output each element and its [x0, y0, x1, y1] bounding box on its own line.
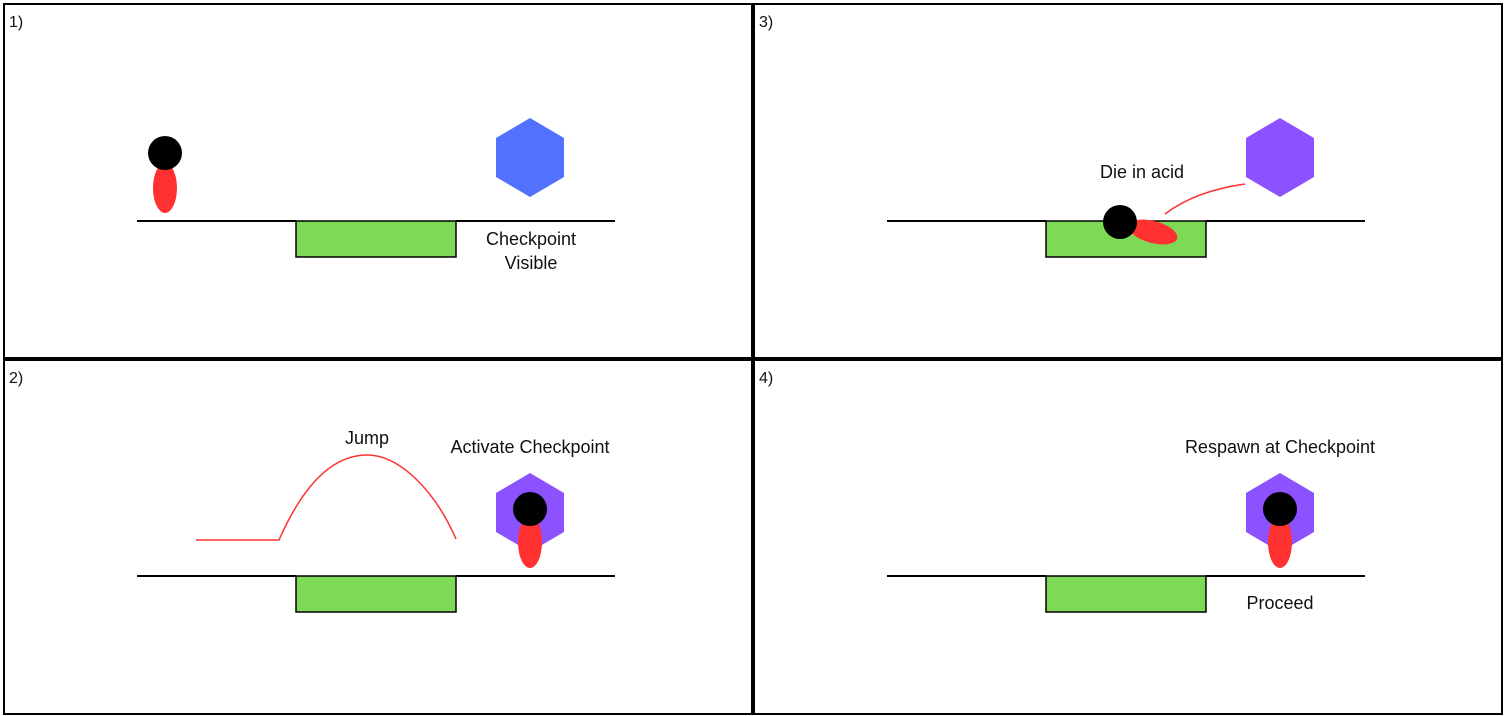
player-icon	[513, 492, 547, 568]
caption-respawn-at-checkpoint: Respawn at Checkpoint	[1184, 437, 1376, 457]
panel-1-scene	[137, 118, 615, 258]
acid-pit	[295, 220, 457, 258]
panel-2: 2) Jump Activate Checkpoint	[3, 359, 753, 715]
hexagon-checkpoint-icon	[1246, 118, 1314, 197]
player-icon	[148, 136, 182, 213]
panel-number: 1)	[9, 14, 24, 31]
panel-number: 3)	[759, 14, 774, 31]
player-icon	[1263, 492, 1297, 568]
trajectory-line	[1164, 183, 1246, 215]
panel-number: 2)	[9, 370, 24, 387]
acid-pit	[295, 575, 457, 613]
panel-number: 4)	[759, 370, 774, 387]
jump-trajectory-line	[196, 454, 457, 541]
caption-jump: Jump	[344, 428, 389, 448]
hexagon-checkpoint-icon	[496, 118, 564, 197]
panel-4: 4) Respawn at Checkpoint Proceed	[753, 359, 1503, 715]
player-icon	[1103, 205, 1178, 245]
acid-pit	[1045, 575, 1207, 613]
panel-1: 1) Checkpoint Visible	[3, 3, 753, 359]
panel-3-scene	[887, 118, 1365, 258]
panel-3: 3) Die in acid	[753, 3, 1503, 359]
caption-checkpoint-visible: Checkpoint Visible	[485, 229, 577, 273]
caption-die-in-acid: Die in acid	[1099, 162, 1185, 182]
panel-2-scene	[137, 454, 615, 613]
caption-activate-checkpoint: Activate Checkpoint	[450, 437, 610, 457]
caption-proceed: Proceed	[1246, 593, 1314, 613]
panel-4-scene	[887, 473, 1365, 613]
